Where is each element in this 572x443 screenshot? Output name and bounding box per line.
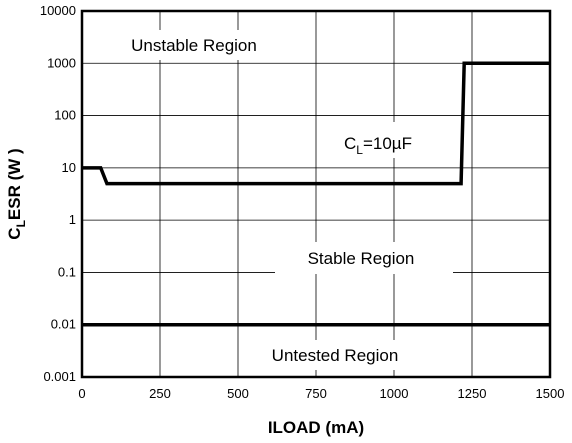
x-tick-label-6: 1500 bbox=[536, 386, 565, 401]
y-axis-title-sub: L bbox=[14, 220, 28, 227]
untested-region-box bbox=[240, 340, 430, 370]
y-axis-title: CLESR (W ) bbox=[5, 148, 28, 239]
stable-region-box bbox=[275, 242, 453, 274]
x-tick-label-3: 750 bbox=[305, 386, 327, 401]
series-line-0 bbox=[82, 61, 550, 186]
x-axis-title: ILOAD (mA) bbox=[268, 418, 364, 437]
y-tick-label-0: 0.001 bbox=[43, 369, 76, 384]
y-tick-labels: 0.001 0.01 0.1 1 10 100 1000 10000 bbox=[40, 3, 76, 384]
y-tick-label-4: 10 bbox=[62, 160, 76, 175]
x-tick-labels: 0 250 500 750 1000 1250 1500 bbox=[78, 386, 564, 401]
unstable-region-box bbox=[105, 30, 285, 60]
x-tick-label-4: 1000 bbox=[380, 386, 409, 401]
cl-value-label: CL=10µF bbox=[344, 134, 412, 157]
y-tick-label-6: 1000 bbox=[47, 55, 76, 70]
untested-region-label: Untested Region bbox=[272, 346, 399, 365]
x-tick-label-1: 250 bbox=[149, 386, 171, 401]
cl-value-main: C bbox=[344, 134, 356, 153]
x-tick-label-0: 0 bbox=[78, 386, 85, 401]
y-tick-label-5: 100 bbox=[54, 108, 76, 123]
y-tick-label-3: 1 bbox=[69, 212, 76, 227]
x-tick-label-2: 500 bbox=[227, 386, 249, 401]
cl-value-box bbox=[330, 122, 425, 158]
y-tick-label-1: 0.01 bbox=[51, 317, 76, 332]
cl-value-rest: =10µF bbox=[363, 134, 412, 153]
y-axis-title-main: C bbox=[5, 227, 24, 239]
y-tick-label-7: 10000 bbox=[40, 3, 76, 18]
unstable-region-label: Unstable Region bbox=[131, 36, 257, 55]
stable-region-label: Stable Region bbox=[308, 249, 415, 268]
data-series bbox=[82, 61, 550, 327]
cl-value-sub: L bbox=[356, 143, 363, 157]
plot-area-frame bbox=[80, 9, 552, 379]
y-tick-label-2: 0.1 bbox=[58, 264, 76, 279]
y-axis-title-rest: ESR (W ) bbox=[5, 148, 24, 220]
x-tick-label-5: 1250 bbox=[458, 386, 487, 401]
